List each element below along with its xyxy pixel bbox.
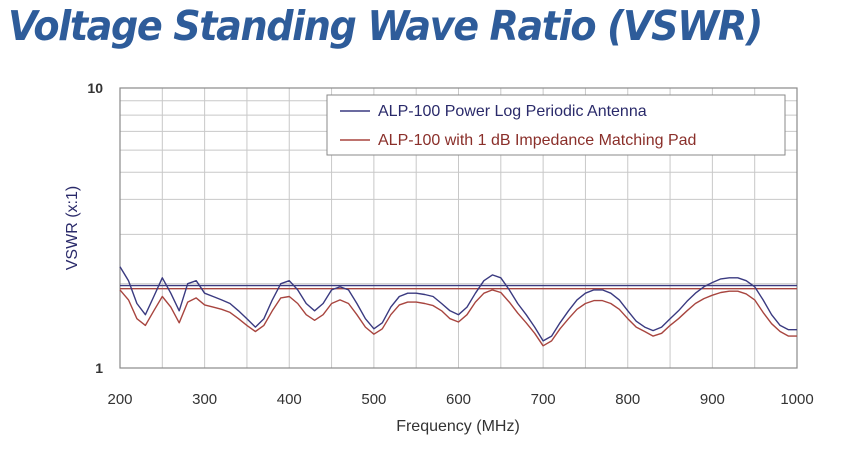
legend-box	[326, 94, 786, 156]
series-group	[119, 266, 797, 347]
x-tick-labels: 200 300 400 500 600 700 800 900 1000	[107, 391, 813, 408]
x-tick-label: 600	[446, 391, 471, 408]
series-line-0	[119, 266, 797, 342]
x-tick-label: 500	[361, 391, 386, 408]
legend-label-antenna: ALP-100 Power Log Periodic Antenna	[378, 103, 647, 120]
x-tick-label: 400	[277, 391, 302, 408]
x-tick-label: 1000	[780, 391, 813, 408]
legend: ALP-100 Power Log Periodic Antenna ALP-1…	[326, 94, 786, 156]
x-tick-label: 200	[107, 391, 132, 408]
x-tick-label: 900	[700, 391, 725, 408]
y-tick-label: 1	[95, 360, 103, 376]
x-tick-label: 300	[192, 391, 217, 408]
x-tick-label: 800	[615, 391, 640, 408]
plot-frame	[119, 87, 798, 369]
y-tick-labels: 10 1	[87, 80, 103, 376]
reference-lines	[120, 284, 797, 290]
x-axis-label: Frequency (MHz)	[396, 418, 520, 435]
y-tick-label: 10	[87, 80, 103, 96]
series-line-1	[119, 289, 797, 347]
x-tick-label: 700	[531, 391, 556, 408]
legend-label-matching-pad: ALP-100 with 1 dB Impedance Matching Pad	[378, 132, 696, 149]
page-title: Voltage Standing Wave Ratio (VSWR)	[8, 2, 763, 50]
y-axis-label: VSWR (x:1)	[64, 186, 81, 270]
